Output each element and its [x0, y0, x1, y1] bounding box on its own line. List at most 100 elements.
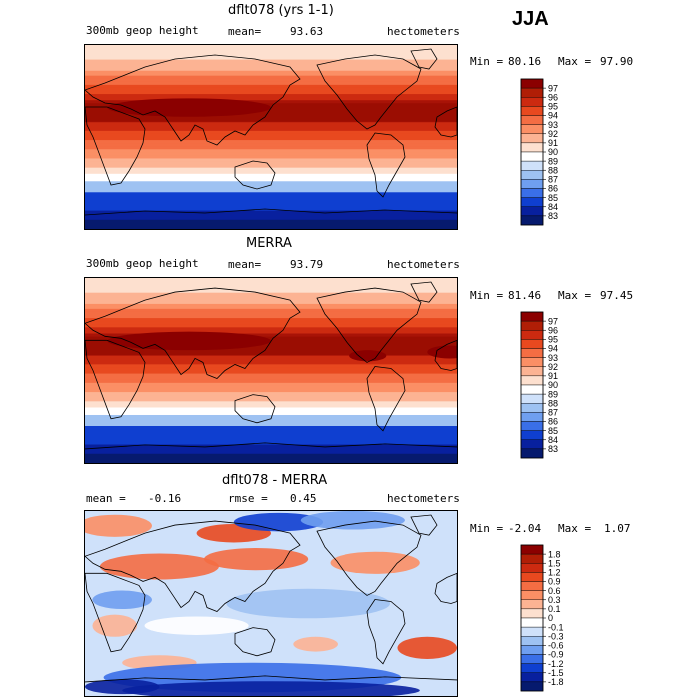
- colorbar-tick-label: 91: [548, 138, 558, 148]
- colorbar-tick-label: 83: [548, 444, 558, 454]
- panel-1-title: dflt078 (yrs 1-1): [228, 3, 334, 18]
- colorbar-tick-label: -1.8: [548, 677, 564, 687]
- colorbar-swatch: [520, 672, 544, 683]
- colorbar-tick-label: 85: [548, 193, 558, 203]
- colorbar-swatch: [520, 115, 544, 125]
- colorbar-tick-label: 85: [548, 426, 558, 436]
- panel-1-mean-label: mean=: [228, 25, 262, 38]
- panel-3-map: [84, 510, 458, 697]
- panel-3-rmse-label: rmse =: [228, 492, 268, 505]
- panel-2-units: hectometers: [387, 258, 460, 271]
- panel-3-mean-value: -0.16: [148, 492, 182, 505]
- colorbar-tick-label: 96: [548, 92, 558, 102]
- colorbar-tick-label: 1.5: [548, 558, 561, 568]
- colorbar-swatch: [520, 681, 544, 692]
- panel-2-variable: 300mb geop height: [86, 257, 199, 270]
- colorbar-swatch: [520, 421, 544, 431]
- colorbar-tick-label: 84: [548, 435, 558, 445]
- map-canvas: [85, 45, 457, 229]
- colorbar-swatch: [520, 170, 544, 180]
- panel-3-mean-label: mean =: [86, 492, 126, 505]
- colorbar-tick-label: 97: [548, 83, 558, 93]
- colorbar-swatch: [520, 636, 544, 646]
- colorbar-tick-label: 87: [548, 408, 558, 418]
- colorbar-tick-label: 0.6: [548, 586, 561, 596]
- colorbar-swatch: [520, 403, 544, 413]
- panel-3-title: dflt078 - MERRA: [222, 473, 328, 488]
- colorbar-tick-label: 0.3: [548, 595, 561, 605]
- colorbar-tick-label: 89: [548, 389, 558, 399]
- panel-2-min-value: 81.46: [508, 289, 542, 302]
- colorbar-swatch: [520, 179, 544, 189]
- map-canvas: [85, 278, 457, 463]
- colorbar-tick-label: 92: [548, 362, 558, 372]
- panel-2-map: [84, 277, 458, 464]
- colorbar-tick-label: 0.9: [548, 577, 561, 587]
- colorbar-tick-label: 96: [548, 325, 558, 335]
- colorbar-tick-label: 94: [548, 111, 558, 121]
- colorbar-swatch: [520, 384, 544, 395]
- panel-1-units: hectometers: [387, 25, 460, 38]
- colorbar-swatch: [520, 590, 544, 600]
- colorbar-swatch: [520, 599, 544, 610]
- colorbar-swatch: [520, 151, 544, 162]
- colorbar-tick-label: 1.2: [548, 568, 561, 578]
- colorbar-tick-label: 93: [548, 120, 558, 130]
- colorbar-tick-label: 88: [548, 398, 558, 408]
- colorbar-tick-label: 84: [548, 202, 558, 212]
- panel-1-mean-value: 93.63: [290, 25, 324, 38]
- colorbar-swatch: [520, 78, 544, 89]
- colorbar-tick-label: 0: [548, 613, 553, 623]
- colorbar-tick-label: -0.1: [548, 622, 564, 632]
- colorbar-swatch: [520, 188, 544, 198]
- colorbar-swatch: [520, 330, 544, 340]
- colorbar-swatch: [520, 197, 544, 207]
- panel-3-max-value: 1.07: [604, 522, 631, 535]
- colorbar-tick-label: 89: [548, 156, 558, 166]
- colorbar-tick-label: 91: [548, 371, 558, 381]
- colorbar-tick-label: 90: [548, 147, 558, 157]
- colorbar-tick-label: -0.9: [548, 650, 564, 660]
- panel-2-min-label: Min =: [470, 289, 504, 302]
- colorbar-swatch: [520, 572, 544, 582]
- season-label: JJA: [512, 8, 549, 30]
- colorbar-swatch: [520, 608, 544, 619]
- colorbar-tick-label: 83: [548, 211, 558, 221]
- colorbar-swatch: [520, 160, 544, 171]
- panel-2-max-value: 97.45: [600, 289, 634, 302]
- colorbar-swatch: [520, 393, 544, 404]
- colorbar-tick-label: 86: [548, 184, 558, 194]
- panel-3-min-value: -2.04: [508, 522, 542, 535]
- colorbar-tick-label: -0.6: [548, 641, 564, 651]
- colorbar-tick-label: 88: [548, 165, 558, 175]
- colorbar-swatch: [520, 617, 544, 628]
- colorbar-swatch: [520, 142, 544, 153]
- colorbar-tick-label: 97: [548, 316, 558, 326]
- panel-1-min-label: Min =: [470, 55, 504, 68]
- colorbar-swatch: [520, 563, 544, 573]
- panel-1-map: [84, 44, 458, 230]
- colorbar-swatch: [520, 215, 544, 226]
- colorbar-swatch: [520, 430, 544, 440]
- colorbar-swatch: [520, 439, 544, 450]
- panel-2-title: MERRA: [246, 236, 292, 251]
- colorbar-swatch: [520, 654, 544, 664]
- panel-3-max-label: Max =: [558, 522, 592, 535]
- colorbar-swatch: [520, 320, 544, 331]
- panel-3-min-label: Min =: [470, 522, 504, 535]
- colorbar-swatch: [520, 87, 544, 98]
- panel-1-max-value: 97.90: [600, 55, 634, 68]
- colorbar-swatch: [520, 581, 544, 591]
- colorbar-swatch: [520, 133, 544, 144]
- colorbar-swatch: [520, 348, 544, 358]
- colorbar-swatch: [520, 97, 544, 107]
- colorbar-swatch: [520, 106, 544, 116]
- panel-3-rmse-value: 0.45: [290, 492, 317, 505]
- panel-1-colorbar: 97 96 95 94 93 92 91 90 89 88 87 86 85 84 83: [520, 78, 590, 226]
- colorbar-tick-label: 95: [548, 335, 558, 345]
- colorbar-swatch: [520, 124, 544, 134]
- colorbar-swatch: [520, 366, 544, 377]
- panel-2-mean-label: mean=: [228, 258, 262, 271]
